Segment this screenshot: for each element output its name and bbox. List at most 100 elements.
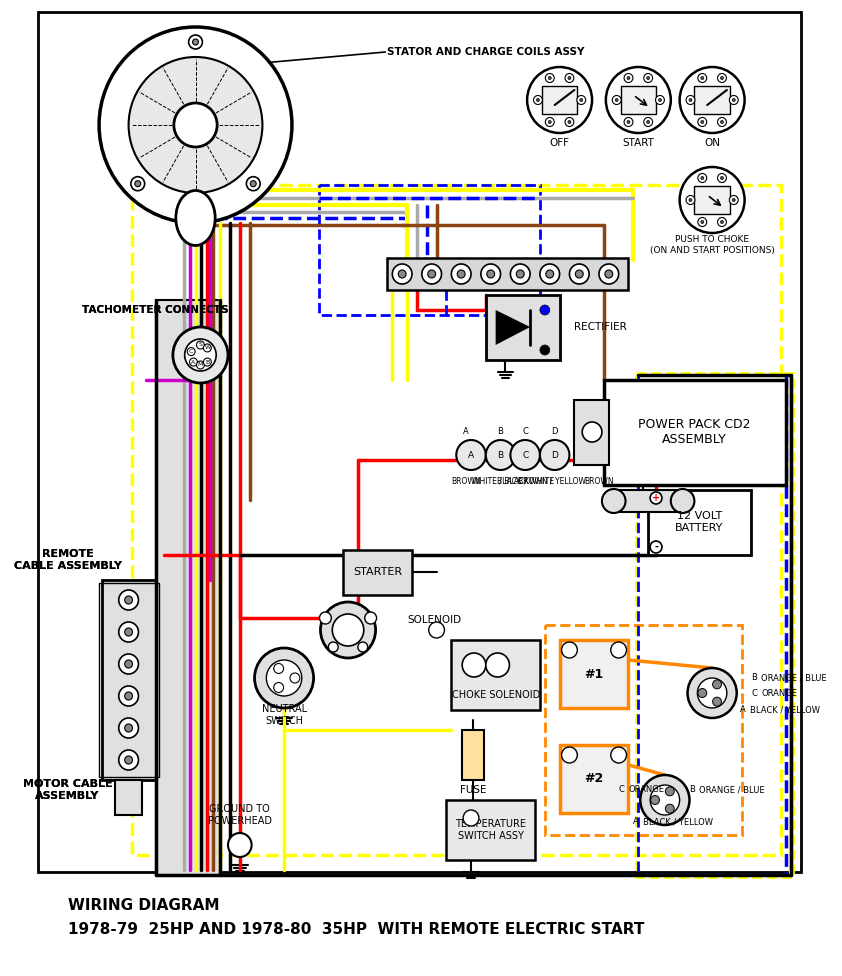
Circle shape <box>546 73 554 83</box>
Circle shape <box>510 440 540 470</box>
Circle shape <box>319 612 331 624</box>
Circle shape <box>712 680 722 689</box>
Circle shape <box>689 99 692 102</box>
Circle shape <box>510 264 530 284</box>
Bar <box>38 12 801 872</box>
Circle shape <box>456 440 486 470</box>
Circle shape <box>457 270 465 278</box>
Circle shape <box>582 422 602 442</box>
Circle shape <box>250 181 256 186</box>
Bar <box>621 86 656 114</box>
Circle shape <box>701 221 704 224</box>
Circle shape <box>721 221 723 224</box>
Circle shape <box>562 642 578 658</box>
Circle shape <box>548 76 552 79</box>
Circle shape <box>671 489 695 513</box>
Circle shape <box>204 358 211 366</box>
Circle shape <box>721 177 723 180</box>
Circle shape <box>290 673 300 683</box>
Text: D: D <box>552 427 558 436</box>
Circle shape <box>679 67 744 133</box>
Circle shape <box>647 76 650 79</box>
Circle shape <box>610 747 626 763</box>
Circle shape <box>546 270 554 278</box>
Polygon shape <box>496 310 530 345</box>
Circle shape <box>173 103 217 147</box>
Circle shape <box>189 358 197 366</box>
Circle shape <box>616 99 618 102</box>
Circle shape <box>698 117 706 127</box>
Ellipse shape <box>176 190 216 246</box>
Circle shape <box>644 73 653 83</box>
Circle shape <box>701 76 704 79</box>
Text: MOTOR CABLE
ASSEMBLY: MOTOR CABLE ASSEMBLY <box>23 779 112 800</box>
Circle shape <box>686 96 695 104</box>
Text: ORANGE: ORANGE <box>628 786 664 794</box>
Circle shape <box>187 347 195 355</box>
Circle shape <box>540 264 560 284</box>
Bar <box>462 730 484 780</box>
Bar <box>545 625 742 835</box>
Circle shape <box>534 96 542 104</box>
Circle shape <box>562 747 578 763</box>
Circle shape <box>712 697 722 707</box>
Text: C: C <box>522 427 528 436</box>
Bar <box>102 580 156 780</box>
Text: WHITE / BLACK: WHITE / BLACK <box>472 476 529 485</box>
Circle shape <box>627 76 630 79</box>
Circle shape <box>733 99 735 102</box>
Circle shape <box>647 120 650 124</box>
Circle shape <box>602 489 626 513</box>
Circle shape <box>624 73 633 83</box>
Circle shape <box>125 628 132 636</box>
Text: C: C <box>522 451 528 460</box>
Text: C: C <box>189 349 194 354</box>
Text: STATOR AND CHARGE COILS ASSY: STATOR AND CHARGE COILS ASSY <box>387 47 585 57</box>
Circle shape <box>689 198 692 201</box>
Circle shape <box>733 198 735 201</box>
Text: W: W <box>205 346 210 350</box>
Text: START: START <box>622 138 654 148</box>
Circle shape <box>184 339 216 371</box>
Text: TACHOMETER CONNECTS: TACHOMETER CONNECTS <box>83 305 229 315</box>
Bar <box>574 400 609 465</box>
Bar <box>560 640 628 708</box>
Circle shape <box>606 67 671 133</box>
Circle shape <box>173 327 228 383</box>
Bar <box>695 86 730 114</box>
Circle shape <box>125 692 132 700</box>
Text: A: A <box>463 427 469 436</box>
Bar <box>637 373 793 877</box>
Circle shape <box>119 718 138 738</box>
Circle shape <box>721 120 723 124</box>
Circle shape <box>627 120 630 124</box>
Text: REMOTE
CABLE ASSEMBLY: REMOTE CABLE ASSEMBLY <box>13 549 121 571</box>
Circle shape <box>119 750 138 770</box>
Text: C: C <box>619 786 625 794</box>
Circle shape <box>665 804 674 813</box>
Circle shape <box>196 361 205 369</box>
Text: BROWN / YELLOW: BROWN / YELLOW <box>518 476 586 485</box>
Bar <box>486 295 560 360</box>
Circle shape <box>365 612 376 624</box>
Text: B: B <box>690 786 695 794</box>
Text: BLACK / YELLOW: BLACK / YELLOW <box>643 818 713 827</box>
Circle shape <box>665 787 674 795</box>
Circle shape <box>328 642 338 652</box>
Bar <box>131 185 781 855</box>
Circle shape <box>650 541 662 553</box>
Bar <box>99 583 159 777</box>
Circle shape <box>358 642 368 652</box>
Circle shape <box>129 57 263 193</box>
Circle shape <box>717 174 727 183</box>
Bar <box>542 86 578 114</box>
Text: M: M <box>198 362 203 368</box>
Circle shape <box>119 622 138 642</box>
Circle shape <box>717 218 727 226</box>
Circle shape <box>428 270 435 278</box>
Circle shape <box>651 795 659 804</box>
Circle shape <box>540 305 550 315</box>
Text: +: + <box>652 493 660 503</box>
Text: PUSH TO CHOKE
(ON AND START POSITIONS): PUSH TO CHOKE (ON AND START POSITIONS) <box>650 235 775 255</box>
Circle shape <box>516 270 525 278</box>
